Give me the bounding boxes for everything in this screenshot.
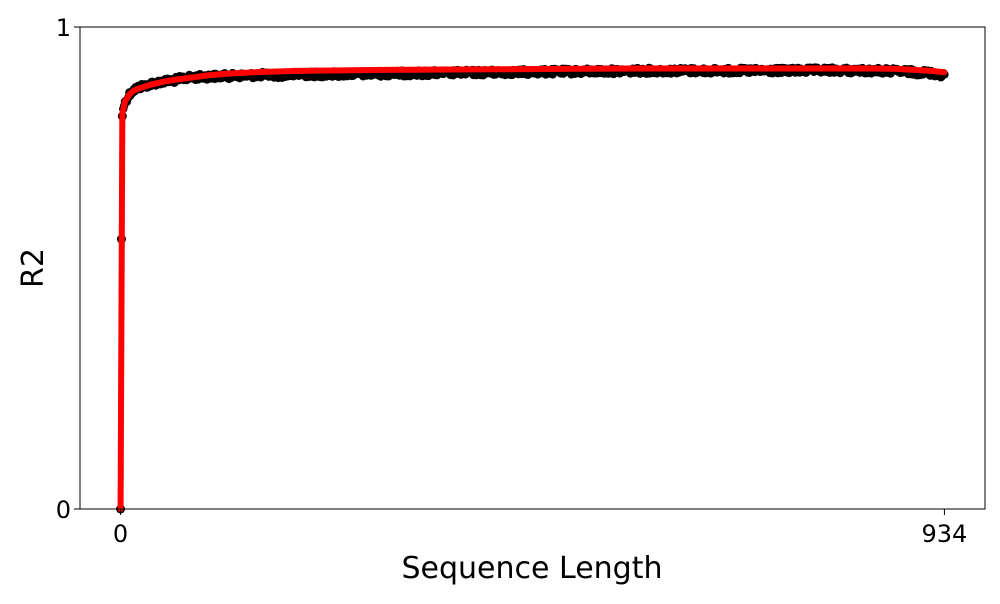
x-tick-label: 934 bbox=[922, 520, 968, 548]
y-axis-ticks: 01 bbox=[56, 14, 80, 524]
fit-line-series bbox=[117, 65, 948, 512]
y-tick-label: 0 bbox=[56, 496, 71, 524]
scatter-series bbox=[116, 63, 949, 514]
y-axis-label: R2 bbox=[16, 248, 51, 288]
x-axis-label: Sequence Length bbox=[402, 551, 663, 586]
x-tick-label: 0 bbox=[113, 520, 128, 548]
x-axis-ticks: 0 934 bbox=[113, 509, 967, 548]
plot-area-frame bbox=[79, 26, 986, 510]
fit-line bbox=[117, 65, 948, 512]
y-tick-label: 1 bbox=[56, 14, 71, 42]
